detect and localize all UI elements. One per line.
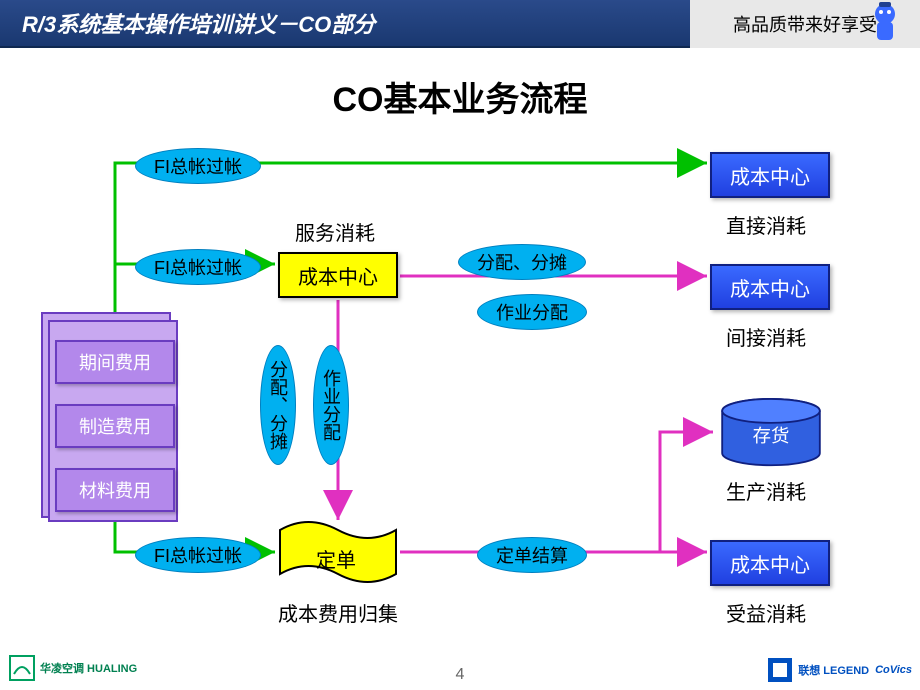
caption-benefit-consume: 受益消耗 bbox=[726, 598, 806, 627]
box-cost-center-3: 成本中心 bbox=[710, 540, 830, 586]
caption-prod-consume: 生产消耗 bbox=[726, 476, 806, 505]
ellipse-fi-post-1: FI总帐过帐 bbox=[135, 148, 261, 184]
cylinder-inventory: 存货 bbox=[716, 398, 826, 468]
cylinder-inventory-label: 存货 bbox=[753, 425, 790, 446]
box-cost-center-2: 成本中心 bbox=[710, 264, 830, 310]
logo-hualing-text: 华凌空调 HUALING bbox=[40, 660, 137, 676]
ellipse-activity-alloc-label: 作业分配 bbox=[496, 299, 568, 325]
caption-service-consume: 服务消耗 bbox=[295, 217, 375, 246]
box-cost-center-3-label: 成本中心 bbox=[730, 549, 810, 578]
box-cost-center-yellow: 成本中心 bbox=[278, 252, 398, 298]
caption-direct-consume: 直接消耗 bbox=[726, 210, 806, 239]
ellipse-vert-activity-label: 作业分配 bbox=[318, 369, 344, 441]
caption-indirect-consume: 间接消耗 bbox=[726, 322, 806, 351]
ellipse-allocation: 分配、分摊 bbox=[458, 244, 586, 280]
ellipse-fi-post-2-label: FI总帐过帐 bbox=[154, 254, 242, 280]
edge-order-to-inv bbox=[400, 432, 713, 552]
card-material-cost: 材料费用 bbox=[55, 468, 175, 512]
ellipse-allocation-label: 分配、分摊 bbox=[477, 249, 567, 275]
card-period-cost: 期间费用 bbox=[55, 340, 175, 384]
box-cost-center-yellow-label: 成本中心 bbox=[298, 261, 378, 290]
card-period-cost-label: 期间费用 bbox=[79, 349, 151, 375]
ellipse-activity-alloc: 作业分配 bbox=[477, 294, 587, 330]
ellipse-order-settle-label: 定单结算 bbox=[496, 542, 568, 568]
logo-hualing: 华凌空调 HUALING bbox=[8, 654, 137, 682]
box-cost-center-2-label: 成本中心 bbox=[730, 273, 810, 302]
edge-fi-to-cc1 bbox=[115, 163, 707, 500]
ellipse-fi-post-1-label: FI总帐过帐 bbox=[154, 153, 242, 179]
ellipse-fi-post-2: FI总帐过帐 bbox=[135, 249, 261, 285]
logo-legend-text: 联想 LEGEND bbox=[798, 662, 869, 678]
ellipse-order-settle: 定单结算 bbox=[477, 537, 587, 573]
ellipse-fi-post-3: FI总帐过帐 bbox=[135, 537, 261, 573]
card-mfg-cost-label: 制造费用 bbox=[79, 413, 151, 439]
header-tagline: 高品质带来好享受 bbox=[733, 11, 877, 37]
ellipse-vert-alloc-label: 分配、分摊 bbox=[265, 360, 291, 450]
caption-cost-collect: 成本费用归集 bbox=[278, 598, 398, 627]
card-material-cost-label: 材料费用 bbox=[79, 477, 151, 503]
ellipse-vert-alloc: 分配、分摊 bbox=[260, 345, 296, 465]
card-mfg-cost: 制造费用 bbox=[55, 404, 175, 448]
doc-order-label: 定单 bbox=[316, 544, 356, 573]
box-cost-center-1: 成本中心 bbox=[710, 152, 830, 198]
page-title: CO基本业务流程 bbox=[0, 72, 920, 121]
mascot-icon bbox=[860, 0, 910, 50]
ellipse-vert-activity: 作业分配 bbox=[313, 345, 349, 465]
ellipse-fi-post-3-label: FI总帐过帐 bbox=[154, 542, 242, 568]
logo-right-group: 联想 LEGEND CoVics bbox=[768, 658, 912, 682]
logo-covics-text: CoVics bbox=[875, 664, 912, 676]
box-cost-center-1-label: 成本中心 bbox=[730, 161, 810, 190]
header-title: R/3系统基本操作培训讲义－CO部分 bbox=[22, 7, 375, 39]
